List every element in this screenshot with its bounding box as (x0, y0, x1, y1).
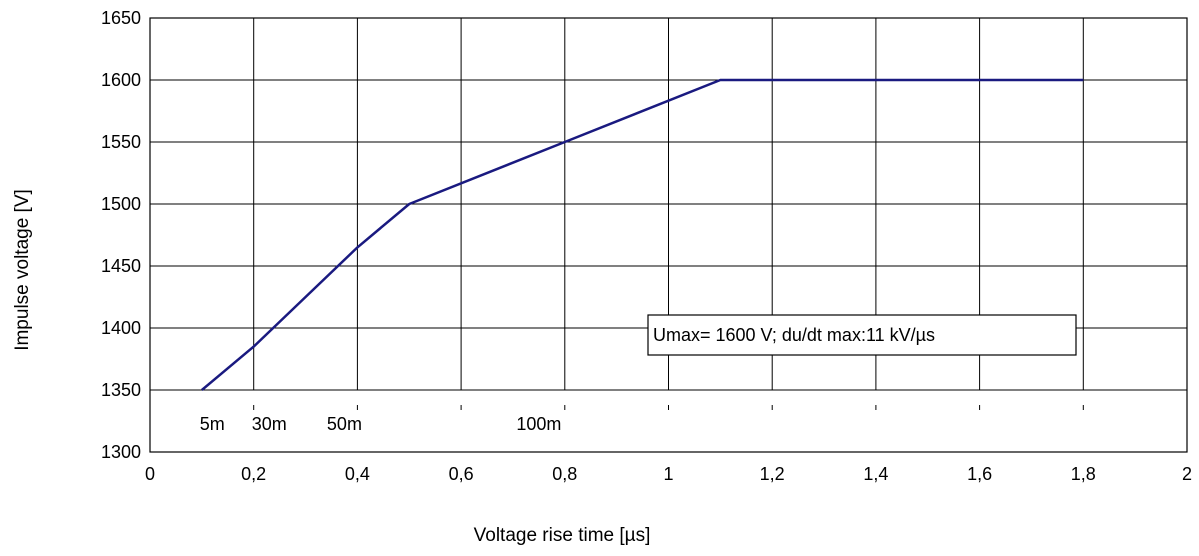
x-tick-label: 1,8 (1071, 464, 1096, 484)
y-tick-labels: 1300 1350 1400 1450 1500 1550 1600 1650 (101, 8, 141, 462)
x-tick-labels: 0 0,2 0,4 0,6 0,8 1 1,2 1,4 1,6 1,8 2 (145, 464, 1192, 484)
annotation-box: Umax= 1600 V; du/dt max:11 kV/µs (647, 314, 1077, 356)
y-tick-label: 1600 (101, 70, 141, 90)
x-tick-label: 1,4 (863, 464, 888, 484)
y-tick-label: 1650 (101, 8, 141, 28)
inner-tick-marks (253, 405, 1084, 410)
y-tick-label: 1550 (101, 132, 141, 152)
y-tick-label: 1450 (101, 256, 141, 276)
series (201, 78, 1084, 391)
y-tick-label: 1300 (101, 442, 141, 462)
x-tick-label: 0 (145, 464, 155, 484)
y-tick-label: 1500 (101, 194, 141, 214)
annotation-frame (647, 314, 1077, 356)
series-line (201, 78, 1084, 391)
y-tick-label: 1350 (101, 380, 141, 400)
x-tick-label: 0,2 (241, 464, 266, 484)
x-tick-label: 1,2 (760, 464, 785, 484)
inner-label: 100m (516, 414, 561, 434)
x-axis-title: Voltage rise time [µs] (474, 525, 651, 546)
x-tick-label: 1,6 (967, 464, 992, 484)
inner-label: 50m (327, 414, 362, 434)
plot-frame (149, 17, 1188, 453)
annotation-text: Umax= 1600 V; du/dt max:11 kV/µs (653, 325, 935, 345)
x-tick-label: 0,4 (345, 464, 370, 484)
x-tick-label: 1 (663, 464, 673, 484)
y-tick-label: 1400 (101, 318, 141, 338)
inner-labels: 5m 30m 50m 100m (200, 414, 562, 434)
inner-label: 5m (200, 414, 225, 434)
inner-label: 30m (252, 414, 287, 434)
x-tick-label: 0,6 (449, 464, 474, 484)
x-tick-label: 0,8 (552, 464, 577, 484)
y-axis-title: Impulse voltage [V] (12, 189, 33, 351)
x-tick-label: 2 (1182, 464, 1192, 484)
